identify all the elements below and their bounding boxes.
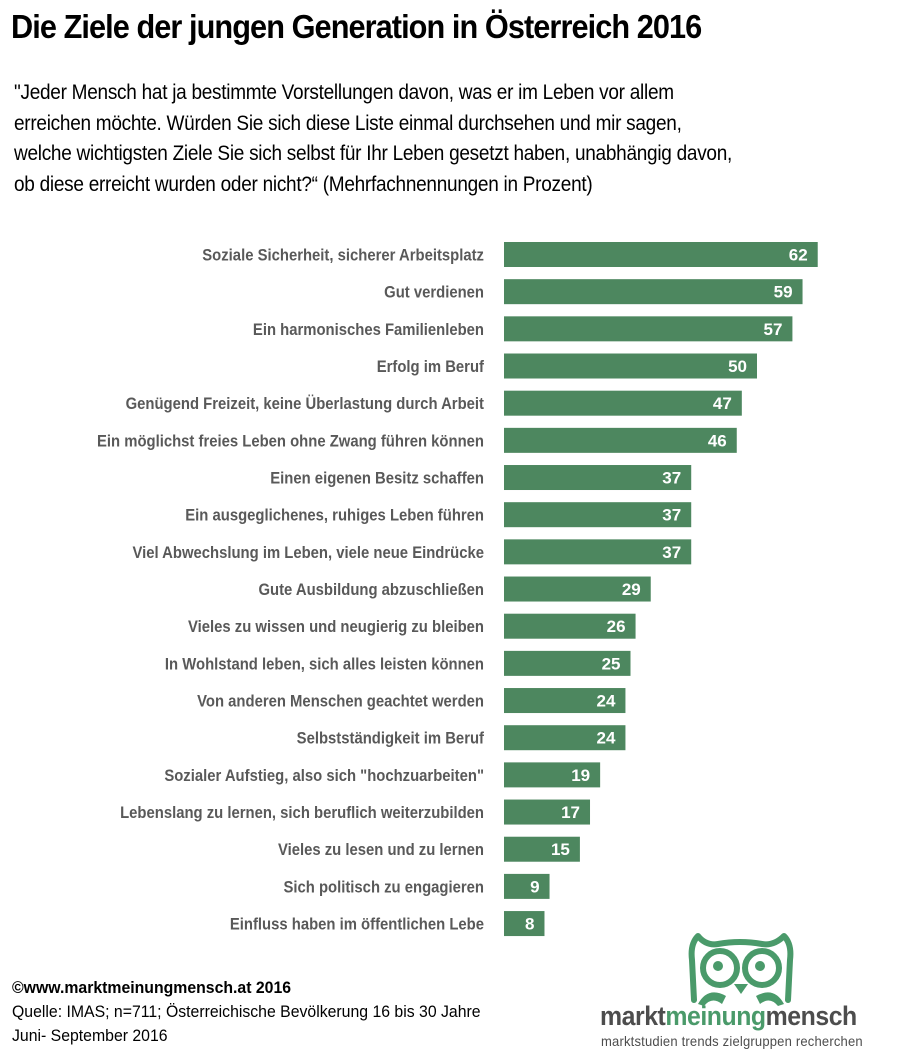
source-text: Quelle: IMAS; n=711; Österreichische Bev… <box>12 1002 481 1021</box>
bar <box>504 279 803 305</box>
category-label: Gute Ausbildung abzuschließen <box>258 581 484 599</box>
value-label: 15 <box>551 840 570 859</box>
category-label: Lebenslang zu lernen, sich beruflich wei… <box>120 804 484 822</box>
category-label: Sich politisch zu engagieren <box>283 878 484 896</box>
value-label: 19 <box>571 766 590 785</box>
category-label: Einfluss haben im öffentlichen Lebe <box>230 916 484 934</box>
category-label: Genügend Freizeit, keine Überlastung dur… <box>126 394 485 413</box>
value-label: 59 <box>774 283 793 302</box>
category-label: Ein ausgeglichenes, ruhiges Leben führen <box>185 507 484 525</box>
value-label: 9 <box>530 877 539 896</box>
chart-title: Die Ziele der jungen Generation in Öster… <box>11 8 702 45</box>
bar <box>504 427 737 453</box>
bar <box>504 725 626 751</box>
category-label: Selbstständigkeit im Beruf <box>297 730 485 748</box>
logo-word-markt: markt <box>600 1001 666 1031</box>
bar <box>504 242 818 267</box>
value-label: 25 <box>602 654 621 673</box>
category-label: Viel Abwechslung im Leben, viele neue Ei… <box>132 544 484 562</box>
value-label: 47 <box>713 394 732 413</box>
logo-word-meinung: meinung <box>665 1001 766 1031</box>
bar <box>504 688 626 714</box>
bar <box>504 576 651 602</box>
bar <box>504 353 757 379</box>
category-label: Erfolg im Beruf <box>377 358 485 376</box>
logo-tagline: marktstudien trends zielgruppen recherch… <box>601 1033 863 1049</box>
value-label: 24 <box>597 729 616 748</box>
category-label: Ein harmonisches Familienleben <box>253 321 484 339</box>
bar <box>504 390 742 416</box>
brand-logo: marktmeinungmensch marktstudien trends z… <box>598 930 905 1063</box>
question-line: erreichen möchte. Würden Sie sich diese … <box>14 111 682 135</box>
bar <box>504 465 692 491</box>
question-line: ob diese erreicht wurden oder nicht?“ (M… <box>14 172 593 196</box>
category-label: Vieles zu wissen und neugierig zu bleibe… <box>188 618 484 636</box>
logo-word-mensch: mensch <box>765 1001 858 1031</box>
category-label: Gut verdienen <box>384 284 484 302</box>
bar <box>504 502 692 528</box>
category-label: Sozialer Aufstieg, also sich "hochzuarbe… <box>164 767 484 785</box>
value-label: 62 <box>789 246 808 265</box>
value-label: 17 <box>561 803 580 822</box>
value-label: 50 <box>728 357 747 376</box>
category-label: Vieles zu lesen und zu lernen <box>278 841 484 859</box>
survey-question: "Jeder Mensch hat ja bestimmte Vorstellu… <box>14 78 829 200</box>
bar <box>504 873 550 899</box>
value-label: 29 <box>622 580 641 599</box>
bar <box>504 650 631 676</box>
copyright-text: ©www.marktmeinungmensch.at 2016 <box>12 978 292 997</box>
bar <box>504 836 580 862</box>
logo-wordmark: marktmeinungmensch <box>600 1001 857 1032</box>
question-line: welche wichtigsten Ziele Sie sich selbst… <box>14 142 733 165</box>
value-label: 57 <box>763 320 782 339</box>
footer: ©www.marktmeinungmensch.at 2016 Quelle: … <box>12 976 481 1048</box>
bar <box>504 316 793 342</box>
question-line: "Jeder Mensch hat ja bestimmte Vorstellu… <box>14 81 674 104</box>
period-text: Juni- September 2016 <box>12 1026 168 1045</box>
bar <box>504 539 692 565</box>
bar <box>504 762 601 788</box>
value-label: 24 <box>597 692 616 711</box>
category-label: In Wohlstand leben, sich alles leisten k… <box>165 655 484 673</box>
owl-icon <box>688 933 794 1006</box>
category-label: Soziale Sicherheit, sicherer Arbeitsplat… <box>202 247 484 265</box>
bar <box>504 799 591 825</box>
bar-chart: Soziale Sicherheit, sicherer Arbeitsplat… <box>97 242 818 937</box>
value-label: 46 <box>708 431 727 450</box>
category-label: Von anderen Menschen geachtet werden <box>197 693 484 711</box>
value-label: 26 <box>607 617 626 636</box>
bar <box>504 613 636 639</box>
category-label: Einen eigenen Besitz schaffen <box>270 470 484 488</box>
value-label: 8 <box>525 915 534 934</box>
category-label: Ein möglichst freies Leben ohne Zwang fü… <box>97 432 484 450</box>
value-label: 37 <box>662 506 681 525</box>
bar <box>504 911 545 937</box>
value-label: 37 <box>662 469 681 488</box>
value-label: 37 <box>662 543 681 562</box>
